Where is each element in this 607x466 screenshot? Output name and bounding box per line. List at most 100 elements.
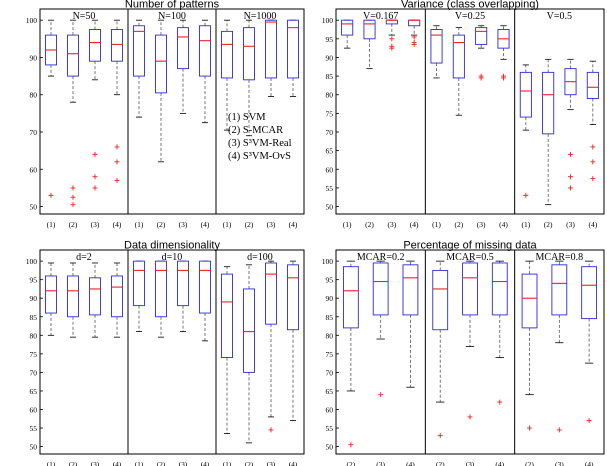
panel-title: Data dimensionality <box>124 240 220 252</box>
y-tick-label: 85 <box>326 313 334 322</box>
x-tick-label: (2) <box>454 220 463 229</box>
group-label: N=50 <box>73 11 96 22</box>
box-3-3-3 <box>265 260 277 433</box>
x-tick-label: (2) <box>157 220 166 229</box>
x-tick-label: (3) <box>179 460 188 466</box>
box-iqr <box>402 264 419 316</box>
box-iqr <box>452 34 465 79</box>
x-tick-label: (4) <box>201 460 210 466</box>
box-1-1-3 <box>89 19 101 191</box>
box-iqr <box>155 260 167 318</box>
box-1-3-4 <box>287 19 299 97</box>
box-iqr <box>221 273 233 359</box>
panel-title: Number of patterns <box>125 0 220 11</box>
box-3-2-4 <box>199 260 211 342</box>
box-iqr <box>199 25 211 77</box>
x-tick-label: (3) <box>91 220 100 229</box>
outlier-marker <box>586 418 592 424</box>
box-4-3-2 <box>551 260 568 433</box>
outlier-marker <box>48 192 54 198</box>
box-3-1-2 <box>67 262 79 338</box>
box-2-3-2 <box>542 58 555 206</box>
y-tick-label: 95 <box>326 35 334 44</box>
outlier-marker <box>501 75 506 81</box>
box-iqr <box>341 19 354 36</box>
group-label: V=0.25 <box>455 11 485 22</box>
box-iqr <box>155 34 167 94</box>
box-iqr <box>586 71 599 99</box>
box-3-3-4 <box>287 260 299 422</box>
box-1-3-2 <box>243 19 255 137</box>
x-tick-label: (2) <box>544 220 553 229</box>
outlier-marker <box>114 177 120 183</box>
y-tick-label: 55 <box>326 184 334 193</box>
box-2-1-3 <box>385 19 398 51</box>
box-iqr <box>89 29 101 62</box>
x-tick-label: (1) <box>135 460 144 466</box>
box-iqr <box>67 34 79 77</box>
x-tick-label: (3) <box>566 220 575 229</box>
outlier-marker <box>590 176 596 182</box>
y-tick-label: 50 <box>30 203 38 212</box>
x-tick-label: (3) <box>555 460 564 466</box>
box-3-1-1 <box>45 262 57 336</box>
box-1-1-2 <box>67 19 79 208</box>
y-tick-label: 90 <box>326 53 334 62</box>
x-tick-label: (1) <box>135 220 144 229</box>
box-1-3-3 <box>265 19 277 97</box>
box-iqr <box>133 260 145 307</box>
group-label: MCAR=0.2 <box>357 252 405 263</box>
x-tick-label: (1) <box>223 220 232 229</box>
box-2-2-1 <box>430 25 443 79</box>
box-iqr <box>177 27 189 70</box>
box-iqr <box>372 262 389 316</box>
y-tick-label: 55 <box>30 424 38 433</box>
y-tick-label: 55 <box>326 424 334 433</box>
group-label: V=0.167 <box>363 11 398 22</box>
x-tick-label: (1) <box>343 220 352 229</box>
box-iqr <box>581 266 598 320</box>
box-iqr <box>475 27 488 45</box>
outlier-marker <box>467 414 473 420</box>
group-label: MCAR=0.8 <box>536 252 584 263</box>
y-tick-label: 90 <box>326 294 334 303</box>
outlier-marker <box>590 159 596 165</box>
box-2-3-3 <box>564 58 577 191</box>
box-iqr <box>432 269 449 331</box>
x-tick-label: (2) <box>436 460 445 466</box>
x-tick-label: (2) <box>245 220 254 229</box>
legend-entry: (2) S-MCAR <box>228 125 283 136</box>
outlier-marker <box>568 151 573 157</box>
y-tick-label: 50 <box>326 203 334 212</box>
outlier-marker <box>590 144 596 150</box>
box-iqr <box>521 273 538 329</box>
box-iqr <box>265 19 277 79</box>
x-tick-label: (4) <box>410 220 419 229</box>
box-1-2-2 <box>155 19 167 163</box>
outlier-marker <box>556 427 562 433</box>
y-tick-label: 100 <box>26 16 38 25</box>
y-tick-label: 65 <box>30 387 38 396</box>
box-iqr <box>111 275 123 318</box>
x-tick-label: (2) <box>69 460 78 466</box>
box-iqr <box>111 29 123 62</box>
x-tick-label: (4) <box>499 220 508 229</box>
box-2-1-4 <box>408 19 421 47</box>
box-3-2-2 <box>155 260 167 338</box>
x-tick-label: (4) <box>495 460 504 466</box>
box-4-1-2 <box>372 260 389 398</box>
x-tick-label: (4) <box>585 460 594 466</box>
x-tick-label: (3) <box>91 460 100 466</box>
x-tick-label: (4) <box>289 460 298 466</box>
y-tick-label: 50 <box>326 443 334 452</box>
plot-frame <box>39 249 305 455</box>
box-1-2-4 <box>199 19 211 124</box>
x-tick-label: (2) <box>525 460 534 466</box>
box-4-2-2 <box>462 260 478 420</box>
x-tick-label: (3) <box>477 220 486 229</box>
box-iqr <box>287 264 299 331</box>
y-tick-label: 75 <box>326 109 334 118</box>
group-label: d=10 <box>162 252 183 263</box>
y-tick-label: 65 <box>326 147 334 156</box>
box-iqr <box>199 260 211 314</box>
